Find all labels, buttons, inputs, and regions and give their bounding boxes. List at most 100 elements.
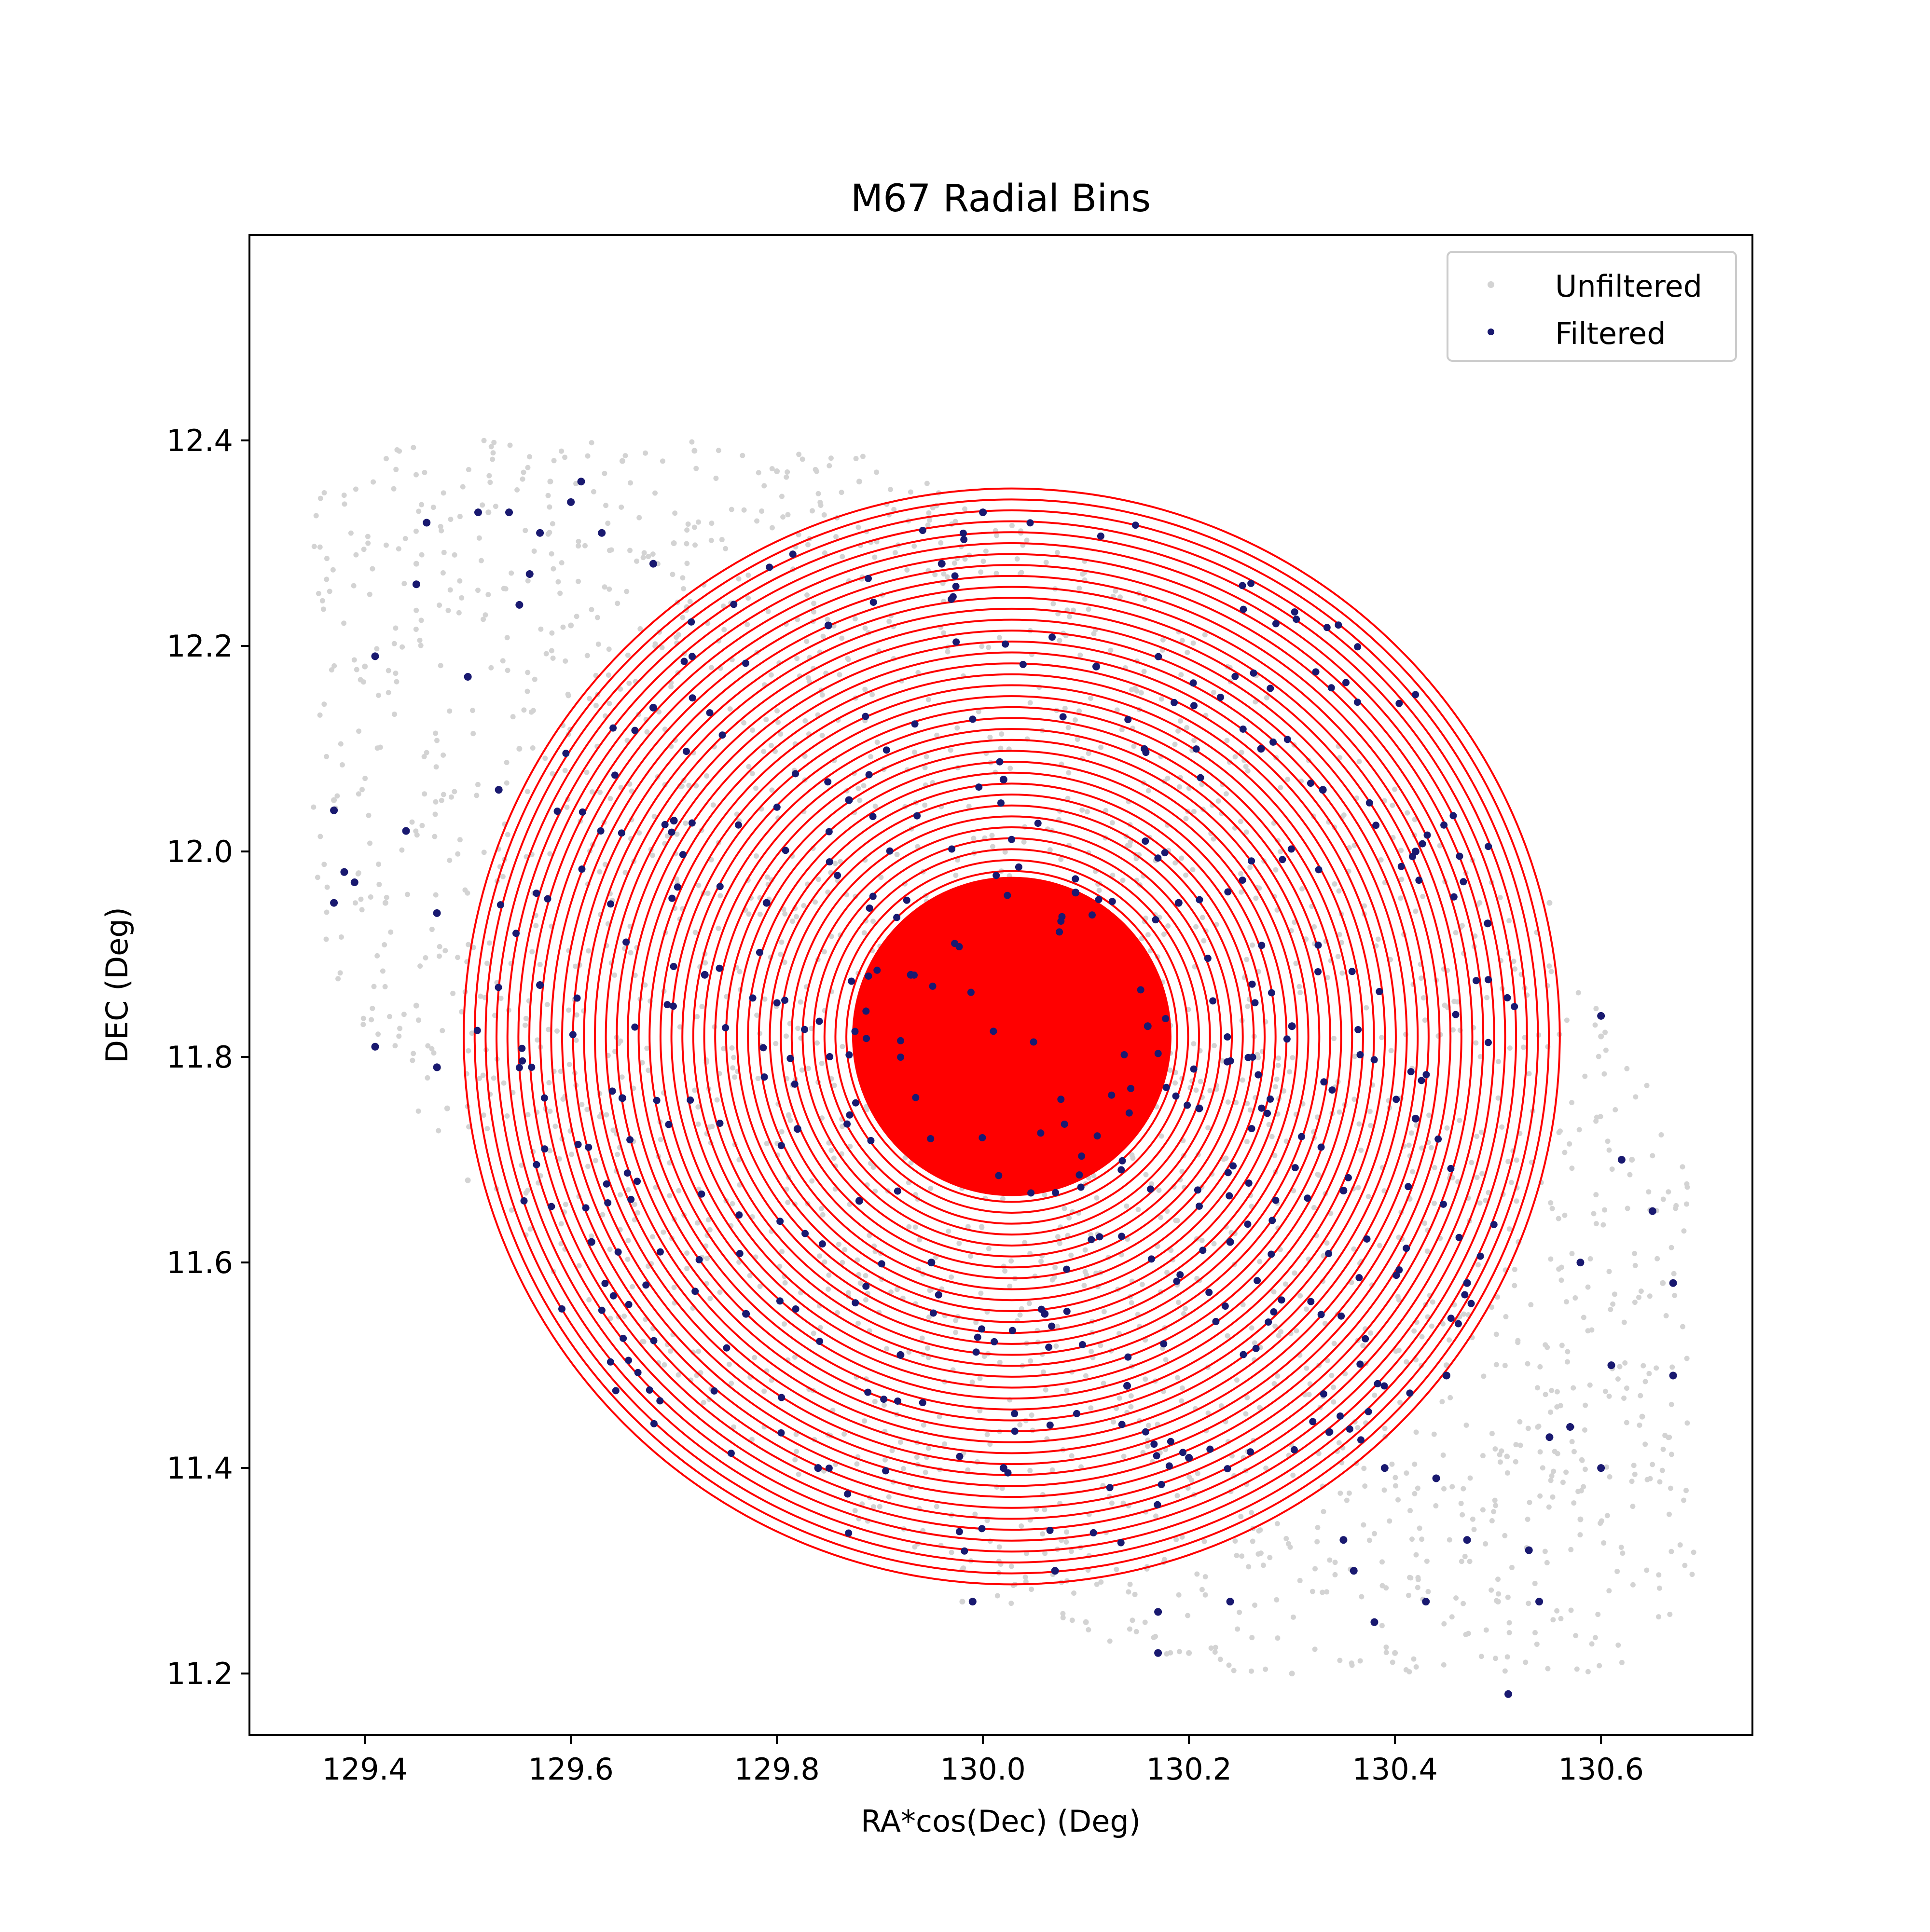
- filtered-point: [1314, 968, 1322, 975]
- unfiltered-point: [861, 930, 867, 936]
- unfiltered-point: [757, 911, 763, 917]
- unfiltered-point: [1324, 1358, 1330, 1364]
- unfiltered-point: [719, 537, 725, 543]
- filtered-point: [1337, 1412, 1344, 1420]
- filtered-point: [979, 508, 987, 517]
- unfiltered-point: [1107, 1638, 1113, 1644]
- unfiltered-point: [1359, 1594, 1365, 1600]
- unfiltered-point: [1493, 1503, 1499, 1508]
- unfiltered-point: [684, 561, 690, 566]
- unfiltered-point: [1198, 1079, 1203, 1084]
- unfiltered-point: [1285, 1541, 1291, 1547]
- unfiltered-point: [1255, 1551, 1261, 1557]
- unfiltered-point: [1514, 1157, 1519, 1163]
- filtered-point: [670, 962, 677, 970]
- unfiltered-point: [1597, 1663, 1602, 1669]
- unfiltered-point: [894, 1287, 900, 1292]
- unfiltered-point: [986, 644, 992, 650]
- unfiltered-point: [1492, 1446, 1498, 1452]
- filtered-point: [749, 994, 757, 1002]
- filtered-point: [670, 817, 678, 825]
- unfiltered-point: [1554, 1608, 1560, 1614]
- filtered-point: [773, 803, 781, 811]
- unfiltered-point: [1656, 1585, 1662, 1591]
- filtered-point: [865, 972, 872, 980]
- unfiltered-point: [486, 473, 492, 479]
- unfiltered-point: [1276, 1055, 1282, 1061]
- unfiltered-point: [1088, 1405, 1094, 1411]
- unfiltered-point: [413, 627, 419, 632]
- filtered-point: [727, 1450, 735, 1457]
- unfiltered-point: [607, 700, 612, 706]
- unfiltered-point: [1121, 1453, 1127, 1459]
- unfiltered-point: [552, 1124, 558, 1129]
- unfiltered-point: [762, 996, 768, 1002]
- unfiltered-point: [482, 612, 488, 618]
- unfiltered-point: [521, 469, 526, 475]
- unfiltered-point: [1614, 1568, 1620, 1574]
- unfiltered-point: [753, 853, 759, 859]
- unfiltered-point: [460, 484, 466, 490]
- unfiltered-point: [481, 438, 487, 443]
- unfiltered-point: [944, 574, 950, 580]
- unfiltered-point: [745, 595, 751, 601]
- unfiltered-point: [542, 755, 548, 761]
- filtered-point: [536, 981, 544, 989]
- unfiltered-point: [1429, 1323, 1434, 1329]
- unfiltered-point: [353, 552, 359, 558]
- filtered-point: [340, 868, 348, 876]
- unfiltered-point: [1098, 1579, 1104, 1585]
- unfiltered-point: [1577, 1516, 1584, 1522]
- filtered-point: [1423, 831, 1431, 839]
- unfiltered-point: [579, 1102, 585, 1108]
- unfiltered-point: [683, 820, 689, 826]
- unfiltered-point: [1066, 770, 1072, 776]
- unfiltered-point: [1404, 1470, 1409, 1476]
- unfiltered-point: [589, 1233, 594, 1239]
- unfiltered-point: [1175, 728, 1181, 734]
- unfiltered-point: [327, 589, 332, 594]
- unfiltered-point: [424, 750, 429, 755]
- filtered-point: [1056, 928, 1063, 936]
- unfiltered-point: [1637, 1422, 1642, 1428]
- unfiltered-point: [1556, 1216, 1561, 1221]
- unfiltered-point: [714, 1097, 720, 1103]
- unfiltered-point: [1494, 1294, 1500, 1300]
- unfiltered-point: [1502, 1533, 1508, 1538]
- unfiltered-point: [1684, 1356, 1690, 1361]
- filtered-point: [824, 778, 832, 786]
- unfiltered-point: [745, 572, 751, 578]
- unfiltered-point: [749, 771, 755, 777]
- unfiltered-point: [1603, 1047, 1609, 1053]
- filtered-point: [1088, 1236, 1095, 1244]
- unfiltered-point: [1389, 1461, 1395, 1467]
- unfiltered-point: [1526, 1601, 1531, 1606]
- unfiltered-point: [1548, 969, 1554, 974]
- unfiltered-point: [926, 510, 932, 516]
- unfiltered-point: [886, 618, 892, 624]
- filtered-point: [1291, 1164, 1299, 1172]
- unfiltered-point: [1186, 1650, 1192, 1656]
- unfiltered-point: [1629, 1157, 1635, 1163]
- unfiltered-point: [1238, 819, 1243, 824]
- unfiltered-point: [949, 1549, 954, 1555]
- unfiltered-point: [1629, 1479, 1635, 1484]
- unfiltered-point: [1481, 1373, 1487, 1379]
- unfiltered-point: [341, 493, 347, 498]
- unfiltered-point: [1355, 1185, 1361, 1191]
- unfiltered-point: [1145, 1423, 1151, 1428]
- x-tick-label: 129.8: [734, 1752, 820, 1787]
- unfiltered-point: [1042, 1507, 1048, 1513]
- unfiltered-point: [845, 656, 851, 661]
- filtered-point: [625, 1301, 633, 1308]
- unfiltered-point: [1483, 1198, 1489, 1204]
- unfiltered-point: [1548, 1409, 1554, 1415]
- unfiltered-point: [1193, 924, 1199, 930]
- unfiltered-point: [1582, 1466, 1588, 1472]
- unfiltered-point: [504, 1113, 510, 1119]
- unfiltered-point: [869, 692, 875, 698]
- unfiltered-point: [1240, 1302, 1246, 1307]
- filtered-point: [1283, 1035, 1291, 1043]
- filtered-point: [777, 1142, 785, 1150]
- unfiltered-point: [855, 524, 861, 530]
